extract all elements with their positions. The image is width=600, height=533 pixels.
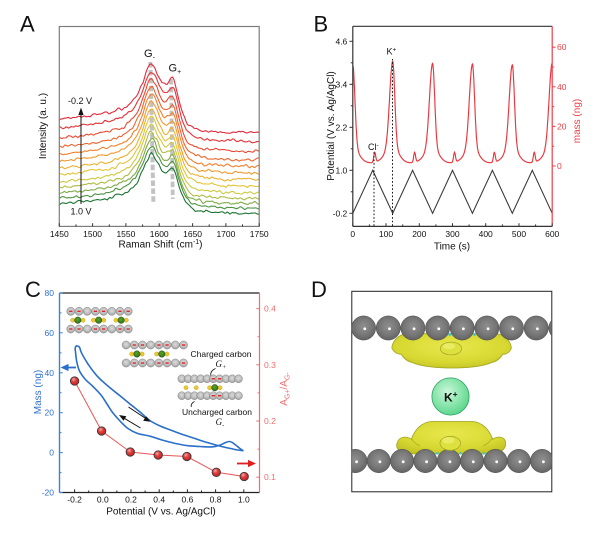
svg-text:Potential (V vs. Ag/AgCl): Potential (V vs. Ag/AgCl) xyxy=(326,71,337,181)
svg-text:G-: G- xyxy=(144,48,156,62)
svg-text:0: 0 xyxy=(557,161,562,171)
svg-text:0.2: 0.2 xyxy=(125,495,137,505)
svg-text:A: A xyxy=(20,12,35,37)
svg-text:200: 200 xyxy=(412,229,426,239)
svg-text:Time (s): Time (s) xyxy=(434,242,470,253)
svg-text:1450: 1450 xyxy=(50,229,69,239)
svg-text:B: B xyxy=(314,12,329,37)
svg-text:Raman Shift (cm-1): Raman Shift (cm-1) xyxy=(118,239,202,251)
svg-text:40: 40 xyxy=(557,82,567,92)
svg-text:0.3: 0.3 xyxy=(264,360,276,370)
svg-text:2.2: 2.2 xyxy=(335,122,347,132)
svg-text:1550: 1550 xyxy=(116,229,135,239)
svg-text:0.2: 0.2 xyxy=(264,416,276,426)
svg-text:-0.2: -0.2 xyxy=(67,495,82,505)
svg-text:Mass (ng): Mass (ng) xyxy=(33,370,44,414)
svg-text:60: 60 xyxy=(45,328,55,338)
svg-text:1.0: 1.0 xyxy=(335,165,347,175)
svg-text:1.0 V: 1.0 V xyxy=(71,207,92,217)
svg-text:0.4: 0.4 xyxy=(153,495,165,505)
svg-text:4.6: 4.6 xyxy=(335,36,347,46)
svg-text:C: C xyxy=(25,277,41,302)
svg-text:1650: 1650 xyxy=(183,229,202,239)
svg-text:0: 0 xyxy=(49,448,54,458)
svg-text:3.4: 3.4 xyxy=(335,79,347,89)
svg-text:0.6: 0.6 xyxy=(181,495,193,505)
svg-text:-20: -20 xyxy=(42,488,55,498)
svg-text:G-: G- xyxy=(216,417,225,429)
svg-text:40: 40 xyxy=(45,368,55,378)
svg-text:1600: 1600 xyxy=(150,229,169,239)
svg-text:600: 600 xyxy=(545,229,559,239)
svg-text:D: D xyxy=(311,277,327,302)
svg-text:20: 20 xyxy=(45,408,55,418)
svg-text:300: 300 xyxy=(445,229,459,239)
svg-text:1500: 1500 xyxy=(83,229,102,239)
svg-text:0.4: 0.4 xyxy=(264,304,276,314)
svg-text:-0.2 V: -0.2 V xyxy=(68,96,92,106)
svg-text:400: 400 xyxy=(479,229,493,239)
svg-text:1750: 1750 xyxy=(250,229,269,239)
svg-text:500: 500 xyxy=(512,229,526,239)
svg-text:G+: G+ xyxy=(216,359,227,371)
svg-text:Cl-: Cl- xyxy=(368,142,379,152)
svg-text:0: 0 xyxy=(350,229,355,239)
svg-text:0.0: 0.0 xyxy=(97,495,109,505)
svg-text:Uncharged carbon: Uncharged carbon xyxy=(182,407,252,417)
svg-text:Charged carbon: Charged carbon xyxy=(191,349,252,359)
svg-text:K+: K+ xyxy=(387,47,397,57)
svg-text:1700: 1700 xyxy=(216,229,235,239)
svg-text:80: 80 xyxy=(45,288,55,298)
svg-text:Potential (V vs. Ag/AgCl): Potential (V vs. Ag/AgCl) xyxy=(106,507,216,518)
svg-text:60: 60 xyxy=(557,42,567,52)
svg-text:100: 100 xyxy=(379,229,393,239)
svg-text:0.1: 0.1 xyxy=(264,472,276,482)
svg-text:-0.2: -0.2 xyxy=(333,208,348,218)
svg-text:0.8: 0.8 xyxy=(210,495,222,505)
svg-text:1.0: 1.0 xyxy=(238,495,250,505)
svg-text:mass (ng): mass (ng) xyxy=(572,99,583,143)
svg-text:20: 20 xyxy=(557,121,567,131)
svg-text:Intensity (a. u.): Intensity (a. u.) xyxy=(38,93,49,159)
